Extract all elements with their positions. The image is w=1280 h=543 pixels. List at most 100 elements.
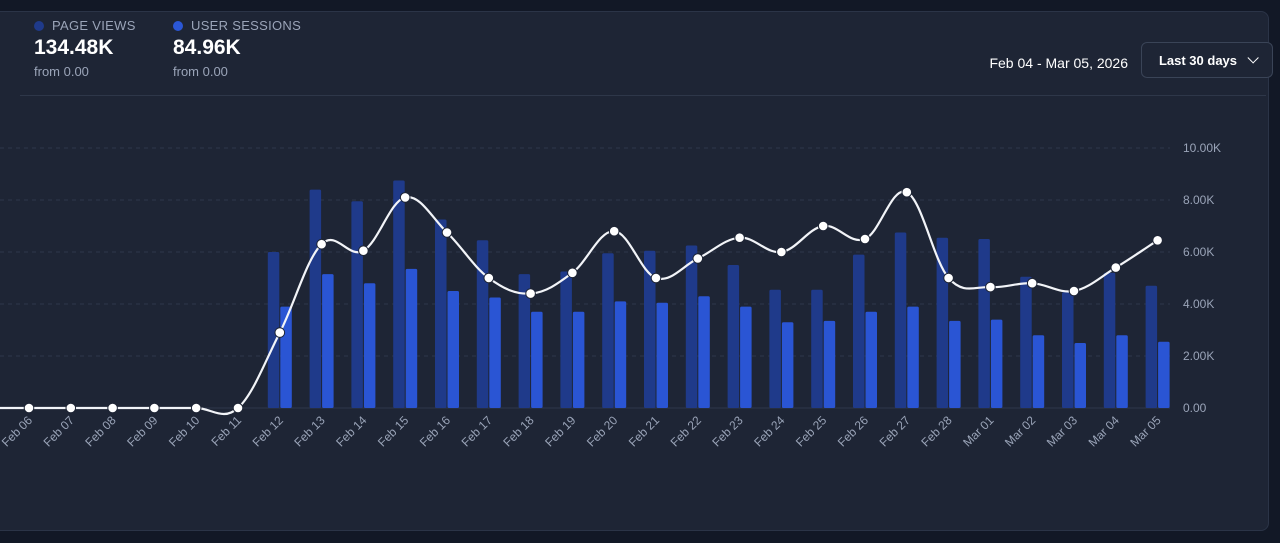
user-sessions-bar [489,297,501,408]
user-sessions-bar [405,268,418,408]
page-views-bar [853,254,865,408]
user-sessions-bar [1116,335,1128,408]
page-views-label: PAGE VIEWS [52,18,136,33]
user-sessions-label: USER SESSIONS [191,18,302,33]
x-tick-label: Feb 27 [877,413,914,450]
trend-point [1068,285,1080,297]
x-tick-label: Feb 17 [459,413,496,450]
user-sessions-bar [740,306,752,408]
page-views-sub: from 0.00 [34,64,89,79]
page-views-bar [685,245,698,408]
x-tick-label: Feb 18 [500,413,537,450]
y-tick-label: 0.00 [1183,401,1207,415]
trend-point [1110,262,1122,273]
x-tick-label: Feb 10 [166,413,203,450]
y-tick-label: 6.00K [1183,245,1214,259]
user-sessions-bar [447,291,459,408]
x-tick-label: Mar 05 [1127,413,1164,450]
date-range-text: Feb 04 - Mar 05, 2026 [989,55,1128,71]
analytics-card [0,11,1269,531]
trend-point [901,186,913,198]
trend-point [274,327,286,338]
page-views-bar [518,274,531,408]
x-tick-label: Feb 16 [417,413,454,450]
trend-point [817,220,829,232]
header-divider [20,95,1266,96]
trend-point [608,225,620,237]
metric-page-views: PAGE VIEWS 134.48K from 0.00 [34,18,136,79]
x-tick-label: Feb 23 [709,413,746,450]
trend-point [23,402,35,414]
user-sessions-bar [531,311,543,408]
user-sessions-bar [614,301,627,408]
user-sessions-bar [823,320,836,408]
user-sessions-bar [781,322,794,408]
x-tick-label: Mar 01 [960,413,997,450]
page-views-bar [351,201,363,408]
user-sessions-bar [865,311,877,408]
range-dropdown-button[interactable]: Last 30 days [1141,42,1273,78]
x-tick-label: Feb 19 [542,413,579,450]
x-tick-label: Mar 04 [1086,413,1123,450]
user-sessions-value: 84.96K [173,36,241,59]
page-views-bar [936,237,949,408]
page-views-dot-icon [34,20,44,31]
user-sessions-sub: from 0.00 [173,64,228,79]
x-tick-label: Feb 06 [0,413,35,450]
user-sessions-bar [656,302,668,408]
x-tick-label: Feb 24 [751,413,788,450]
trend-point [316,238,327,250]
trend-point [734,232,745,243]
x-tick-label: Feb 08 [82,413,119,450]
user-sessions-bar [990,319,1003,408]
metric-user-sessions: USER SESSIONS 84.96K from 0.00 [173,18,301,79]
page-views-bar [309,189,322,408]
trend-point [149,402,160,414]
x-tick-label: Feb 21 [626,413,663,450]
user-sessions-bar [1032,335,1045,408]
page-views-bar [644,250,656,408]
trend-point [190,402,202,414]
page-views-bar [393,180,405,408]
range-dropdown-label: Last 30 days [1158,52,1238,68]
trend-point [525,288,536,299]
user-sessions-bar [907,306,919,408]
x-tick-label: Feb 28 [918,413,955,450]
user-sessions-bar [698,296,710,408]
y-tick-label: 10.00K [1183,141,1221,155]
trend-point [567,267,578,279]
user-sessions-bar [1074,343,1086,408]
trend-point [650,272,662,284]
x-tick-label: Feb 07 [41,413,78,450]
page-views-bar [978,239,990,408]
x-tick-label: Feb 13 [291,413,328,450]
user-sessions-bar [572,311,585,408]
y-tick-label: 2.00K [1183,349,1214,363]
trend-point [399,192,411,203]
x-tick-label: Feb 11 [208,413,244,449]
trend-point [943,272,954,284]
y-tick-label: 4.00K [1183,297,1214,311]
x-tick-label: Feb 22 [668,413,705,450]
page-views-bar [1103,272,1116,408]
page-views-bar [894,232,907,408]
trend-point [1152,235,1163,246]
x-tick-label: Feb 20 [584,413,621,450]
y-tick-label: 8.00K [1183,193,1214,207]
trend-point [232,402,244,414]
x-tick-label: Feb 25 [793,413,830,450]
trend-point [441,227,453,238]
x-tick-label: Feb 26 [835,413,872,450]
trend-point [107,402,118,414]
trend-point [985,281,996,293]
trend-point [1026,277,1038,289]
user-sessions-dot-icon [173,20,183,31]
user-sessions-bar [1158,341,1170,408]
trend-point [358,245,369,256]
trend-point [776,246,787,258]
trend-point [859,233,871,245]
page-views-bar [1020,276,1032,408]
trend-point [483,272,495,284]
page-views-bar [435,219,447,408]
x-tick-label: Mar 03 [1044,413,1081,450]
